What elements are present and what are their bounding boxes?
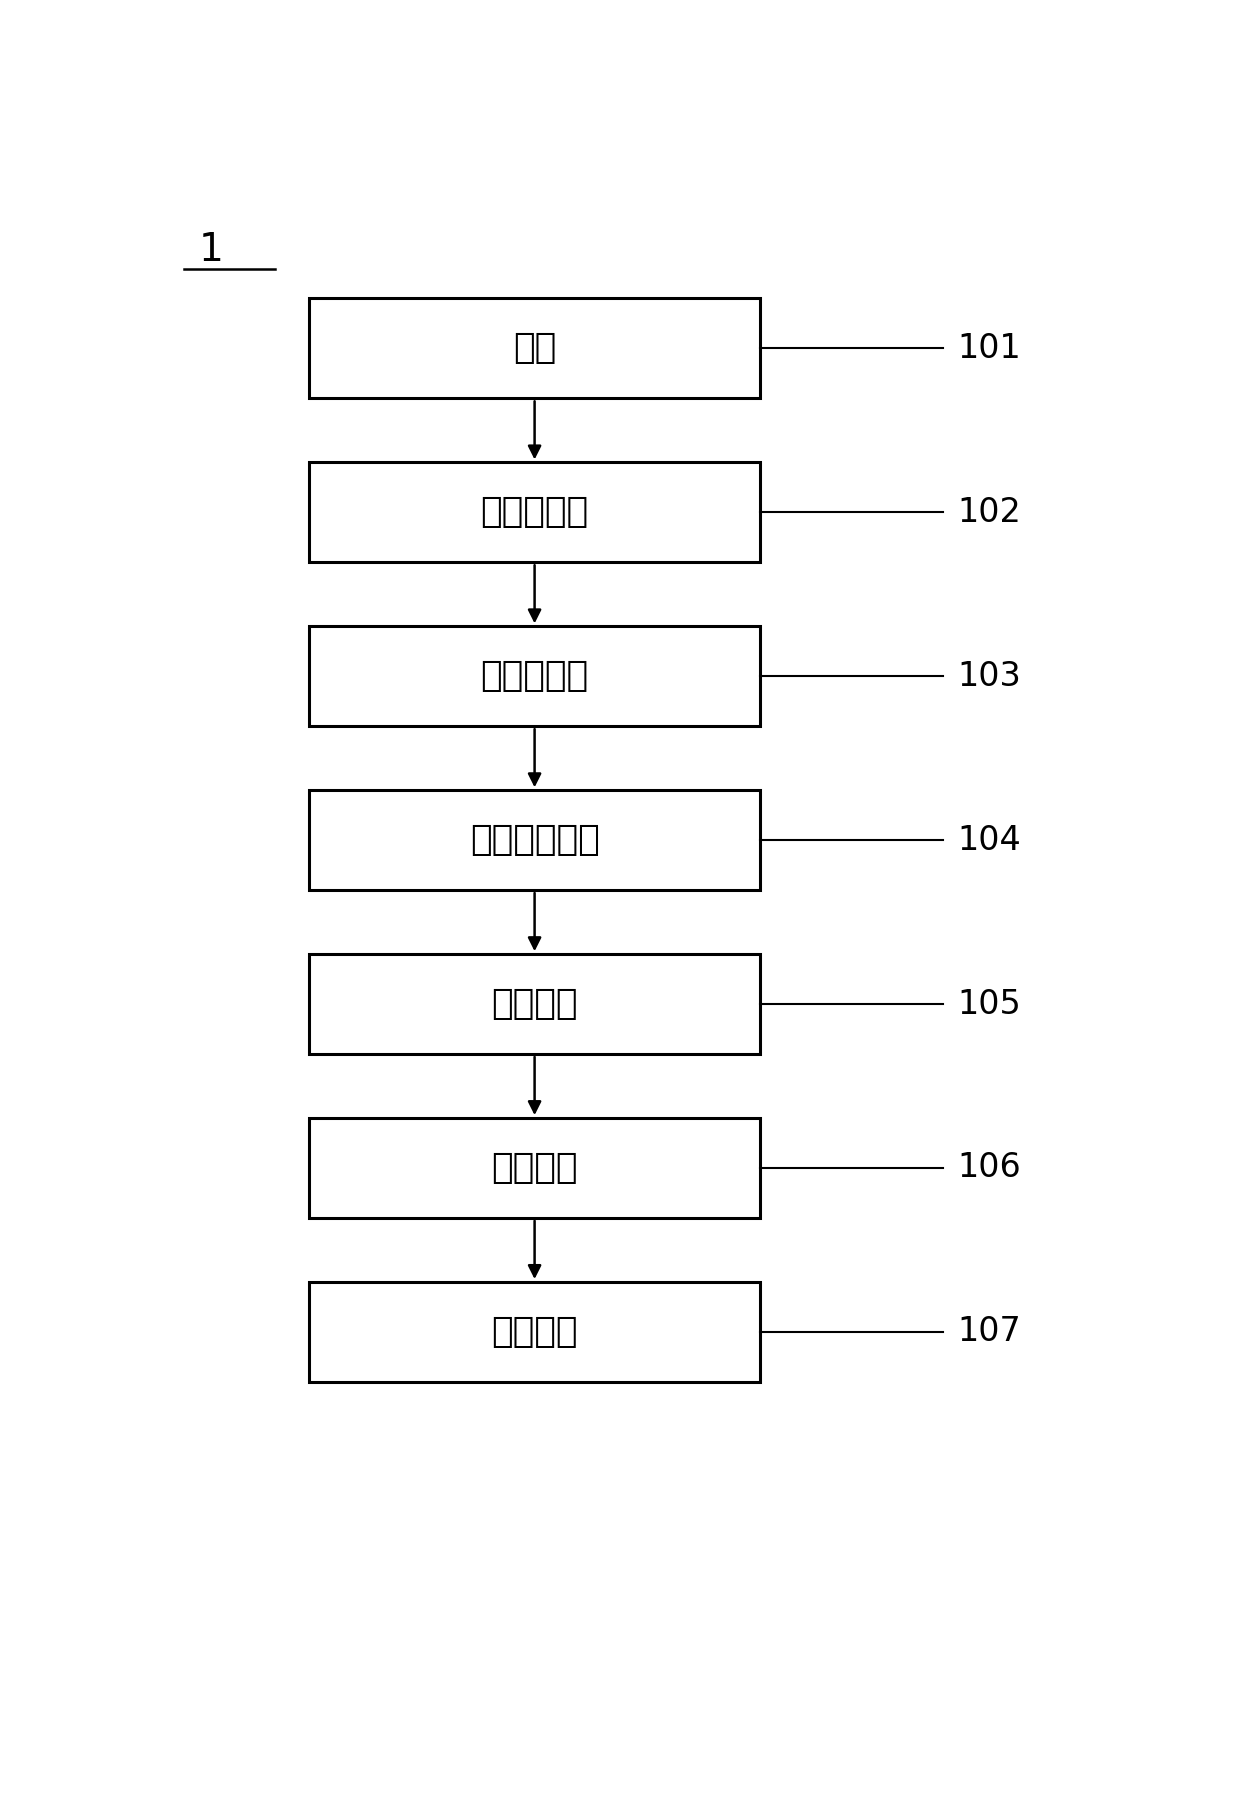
Text: 再次级抽真空: 再次级抽真空	[470, 823, 599, 857]
Text: 103: 103	[957, 660, 1022, 693]
Text: 真空加压: 真空加压	[491, 1151, 578, 1185]
Text: 106: 106	[957, 1151, 1022, 1185]
Text: 107: 107	[957, 1315, 1022, 1348]
Text: 真空加热: 真空加热	[491, 987, 578, 1021]
Text: 105: 105	[957, 987, 1022, 1021]
Text: 初级抽真空: 初级抽真空	[481, 496, 589, 529]
FancyBboxPatch shape	[309, 462, 760, 563]
FancyBboxPatch shape	[309, 1283, 760, 1382]
FancyBboxPatch shape	[309, 298, 760, 399]
FancyBboxPatch shape	[309, 626, 760, 727]
Text: 上料: 上料	[513, 332, 557, 366]
Text: 1: 1	[198, 231, 223, 269]
Text: 102: 102	[957, 496, 1022, 529]
Text: 次级抽真空: 次级抽真空	[481, 658, 589, 693]
Text: 101: 101	[957, 332, 1022, 364]
Text: 104: 104	[957, 824, 1022, 857]
FancyBboxPatch shape	[309, 1118, 760, 1218]
FancyBboxPatch shape	[309, 954, 760, 1054]
Text: 真空冷却: 真空冷却	[491, 1315, 578, 1349]
FancyBboxPatch shape	[309, 790, 760, 889]
